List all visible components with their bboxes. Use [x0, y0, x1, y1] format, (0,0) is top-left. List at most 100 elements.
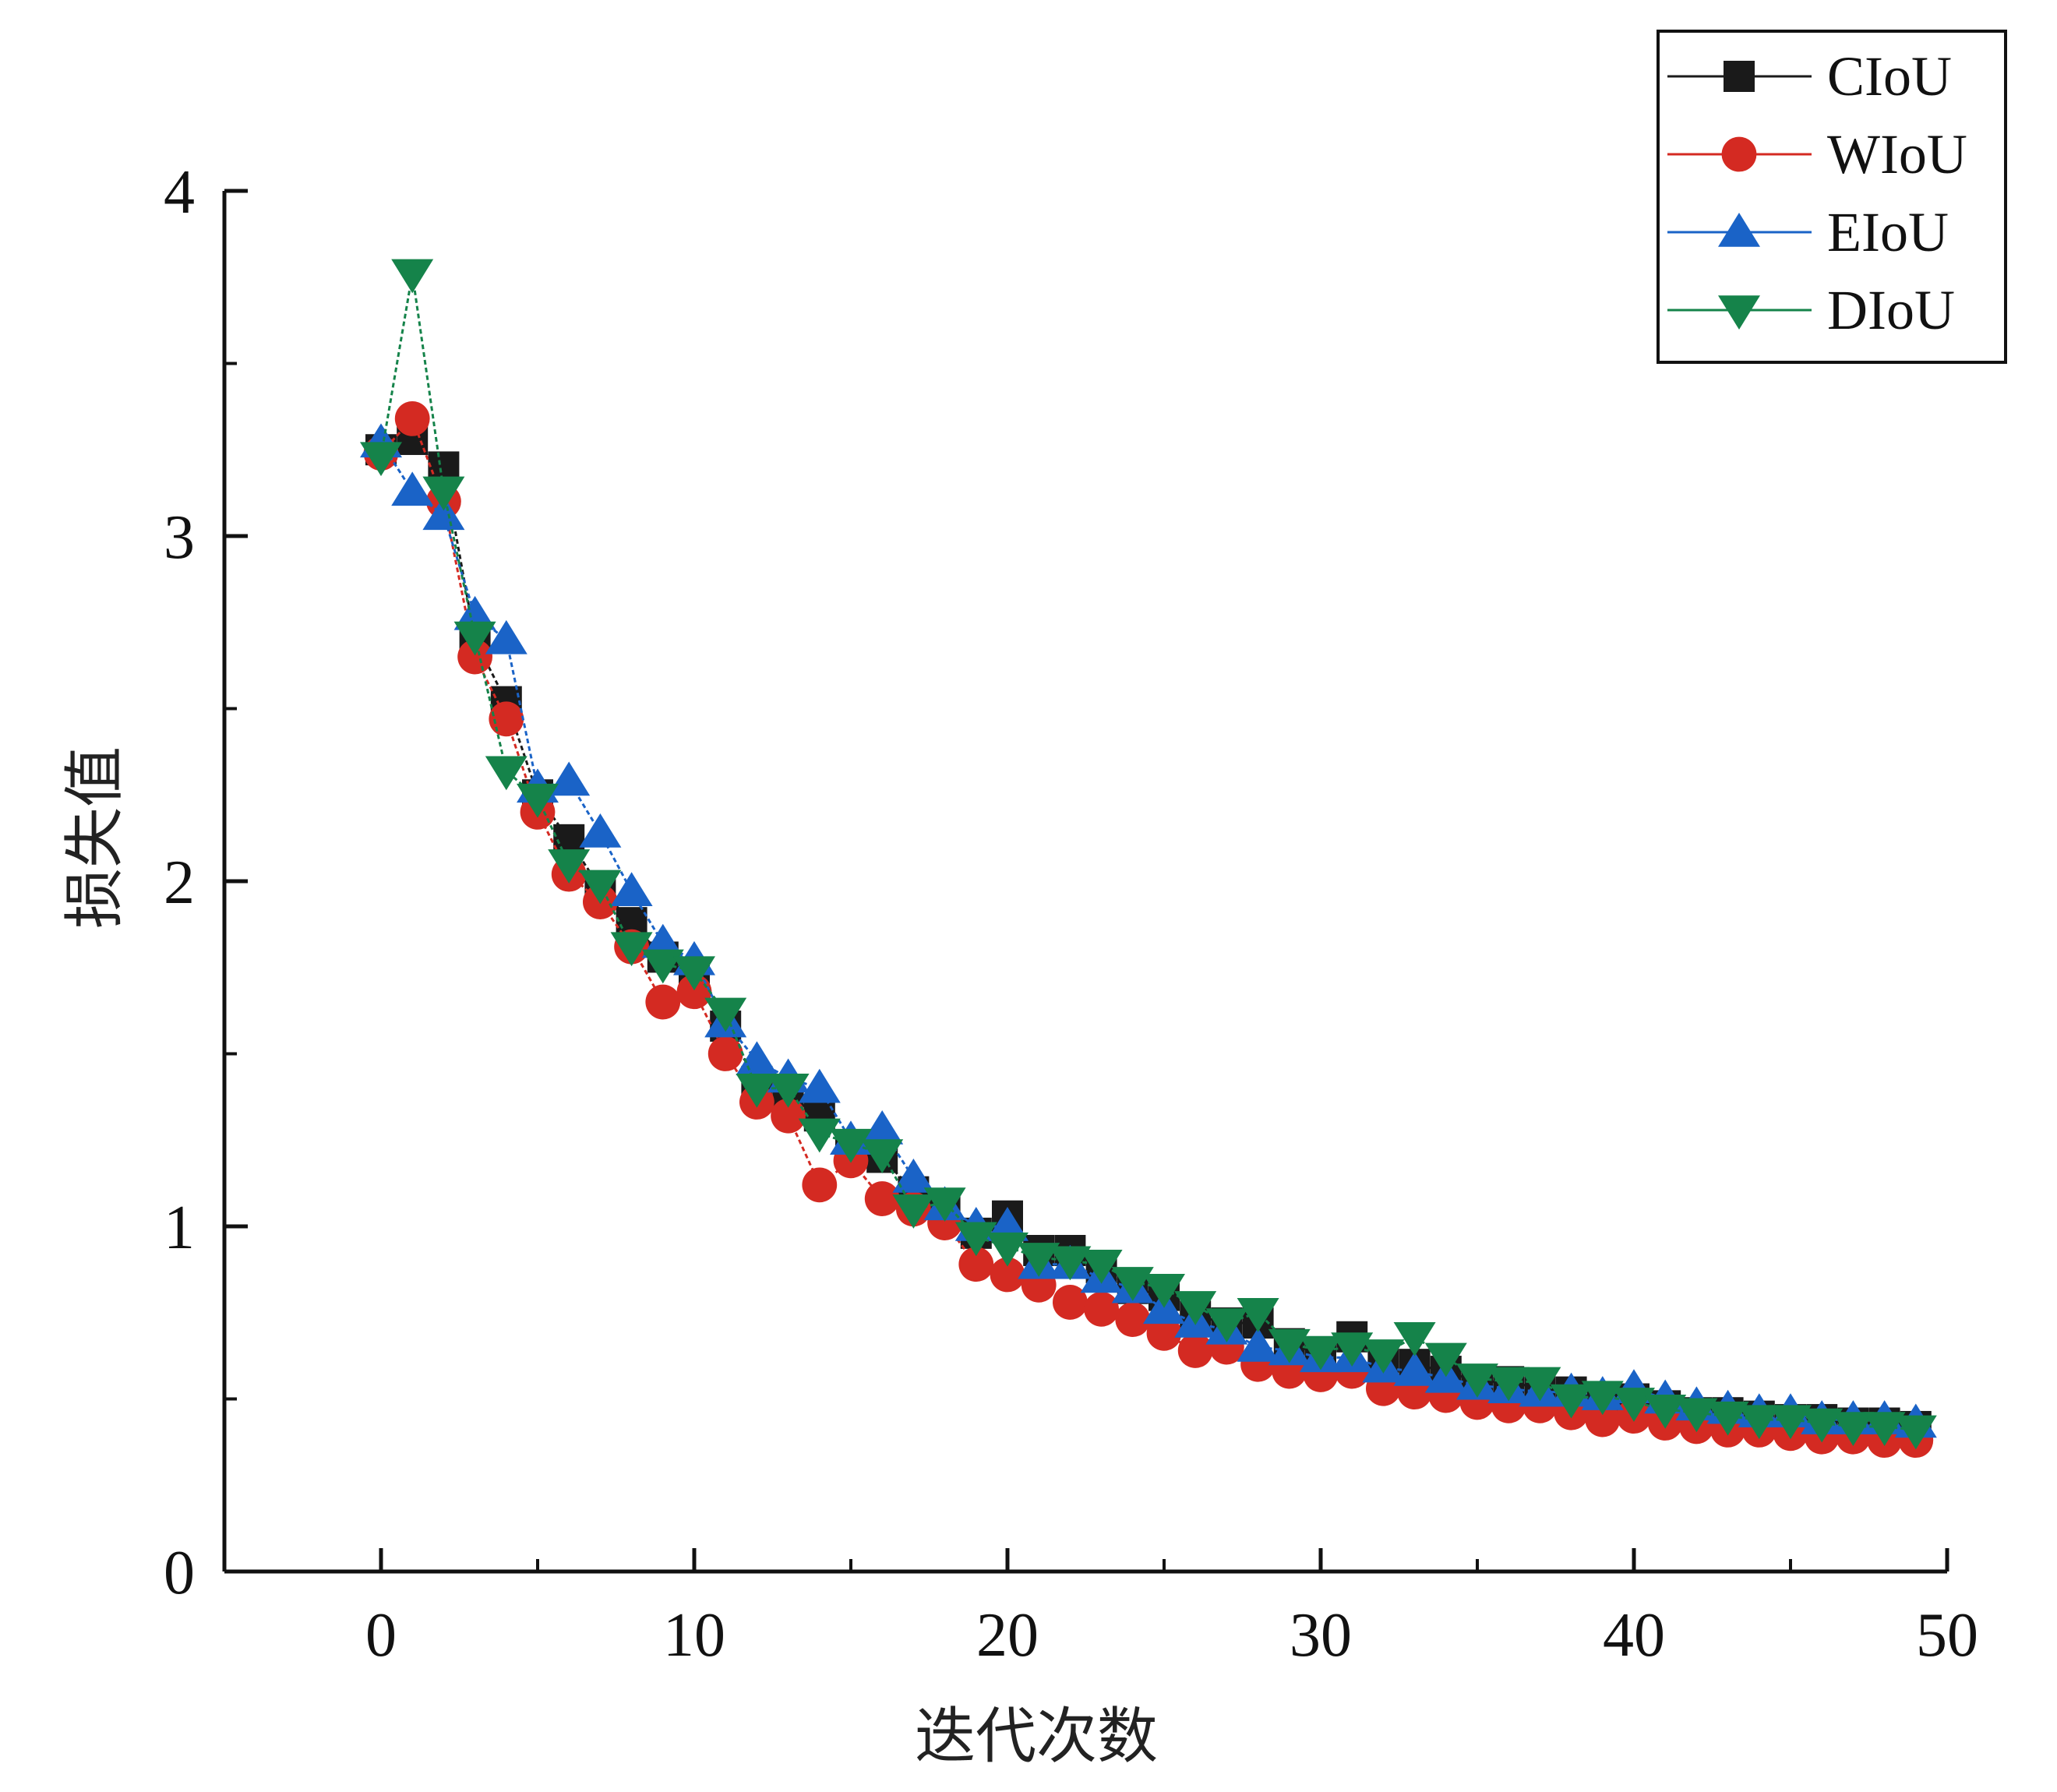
data-point-wiou — [864, 1181, 900, 1216]
y-tick-label: 4 — [164, 158, 195, 227]
data-point-eiou — [736, 1041, 778, 1076]
data-point-diou — [1519, 1367, 1561, 1402]
data-point-diou — [422, 476, 465, 511]
data-point-wiou — [1177, 1333, 1213, 1368]
data-point-eiou — [485, 619, 527, 654]
x-tick-label: 30 — [1290, 1601, 1352, 1670]
data-point-eiou — [391, 471, 434, 506]
x-tick-label: 10 — [663, 1601, 725, 1670]
data-point-wiou — [394, 400, 430, 436]
data-point-wiou — [802, 1167, 838, 1203]
y-tick-label: 0 — [164, 1539, 195, 1607]
data-point-diou — [1456, 1363, 1498, 1398]
data-point-diou — [1487, 1367, 1530, 1402]
y-tick-label: 1 — [164, 1194, 195, 1262]
y-axis-title: 损失值 — [60, 746, 130, 929]
x-tick-label: 40 — [1603, 1601, 1665, 1670]
series-diou — [360, 259, 1937, 1450]
data-point-eiou — [579, 813, 622, 848]
series-ciou — [365, 423, 1932, 1442]
data-point-diou — [1675, 1398, 1718, 1433]
data-point-eiou — [548, 761, 591, 796]
data-point-diou — [986, 1232, 1028, 1267]
data-point-eiou — [453, 595, 496, 630]
data-point-eiou — [1237, 1328, 1279, 1362]
data-point-diou — [1801, 1408, 1844, 1443]
data-point-diou — [1362, 1339, 1405, 1374]
axes — [222, 191, 1947, 1574]
y-tick-label: 2 — [164, 848, 195, 917]
data-point-wiou — [1146, 1315, 1182, 1351]
data-point-diou — [673, 956, 715, 991]
legend-marker-eiou — [1718, 213, 1760, 247]
data-point-diou — [1581, 1381, 1624, 1416]
data-point-diou — [485, 756, 527, 791]
series — [360, 259, 1937, 1459]
data-point-diou — [954, 1222, 997, 1257]
data-point-eiou — [641, 923, 684, 958]
data-point-eiou — [986, 1207, 1028, 1241]
series-line-wiou — [379, 416, 1916, 1442]
data-point-diou — [453, 621, 496, 656]
series-line-diou — [379, 273, 1916, 1431]
data-point-eiou — [798, 1068, 841, 1103]
data-point-eiou — [861, 1109, 904, 1145]
legend-marker-ciou — [1724, 61, 1755, 92]
data-point-wiou — [676, 974, 712, 1010]
data-point-diou — [704, 997, 747, 1032]
legend-label-wiou: WIoU — [1827, 123, 1967, 185]
legend-label-diou: DIoU — [1827, 279, 1955, 341]
x-tick-label: 0 — [365, 1601, 397, 1670]
data-point-wiou — [645, 984, 681, 1020]
data-point-diou — [923, 1187, 966, 1222]
data-point-wiou — [707, 1036, 743, 1071]
data-point-wiou — [990, 1257, 1025, 1293]
data-point-diou — [1080, 1249, 1123, 1284]
data-point-diou — [736, 1074, 778, 1108]
data-point-diou — [1049, 1246, 1092, 1281]
legend-label-ciou: CIoU — [1827, 45, 1952, 108]
data-point-diou — [767, 1074, 810, 1108]
data-point-diou — [1018, 1243, 1060, 1277]
data-point-diou — [1863, 1412, 1906, 1446]
data-point-wiou — [1053, 1285, 1088, 1320]
data-point-diou — [1331, 1332, 1374, 1367]
data-point-diou — [1894, 1415, 1937, 1450]
legend-box — [1657, 30, 2007, 364]
data-point-diou — [548, 849, 591, 884]
data-point-diou — [610, 932, 653, 967]
data-point-wiou — [457, 639, 492, 675]
legend-marker-wiou — [1721, 136, 1757, 172]
data-point-diou — [1205, 1308, 1248, 1343]
data-point-eiou — [422, 496, 465, 531]
data-point-diou — [641, 949, 684, 984]
data-point-diou — [360, 442, 402, 477]
data-point-diou — [798, 1118, 841, 1153]
data-point-diou — [1174, 1291, 1217, 1325]
data-point-diou — [1769, 1405, 1812, 1440]
legend-marker-diou — [1718, 295, 1760, 330]
data-point-diou — [1424, 1342, 1467, 1378]
data-point-eiou — [892, 1158, 935, 1193]
data-point-wiou — [958, 1247, 994, 1282]
data-point-diou — [1832, 1412, 1875, 1446]
data-point-eiou — [610, 872, 653, 907]
data-point-diou — [1738, 1405, 1780, 1440]
legend-label-eiou: EIoU — [1827, 201, 1949, 263]
data-point-diou — [1237, 1298, 1279, 1332]
data-point-diou — [1613, 1388, 1655, 1422]
data-point-wiou — [771, 1098, 806, 1134]
y-tick-label: 3 — [164, 503, 195, 572]
data-point-wiou — [1084, 1291, 1119, 1327]
data-point-diou — [1268, 1328, 1311, 1363]
data-point-diou — [1300, 1335, 1342, 1370]
x-tick-label: 20 — [976, 1601, 1039, 1670]
data-point-diou — [830, 1128, 872, 1163]
data-point-wiou — [489, 701, 524, 737]
x-tick-label: 50 — [1916, 1601, 1978, 1670]
data-point-diou — [1644, 1395, 1687, 1429]
data-point-eiou — [1393, 1352, 1436, 1386]
data-point-diou — [892, 1194, 935, 1229]
data-point-diou — [579, 870, 622, 905]
